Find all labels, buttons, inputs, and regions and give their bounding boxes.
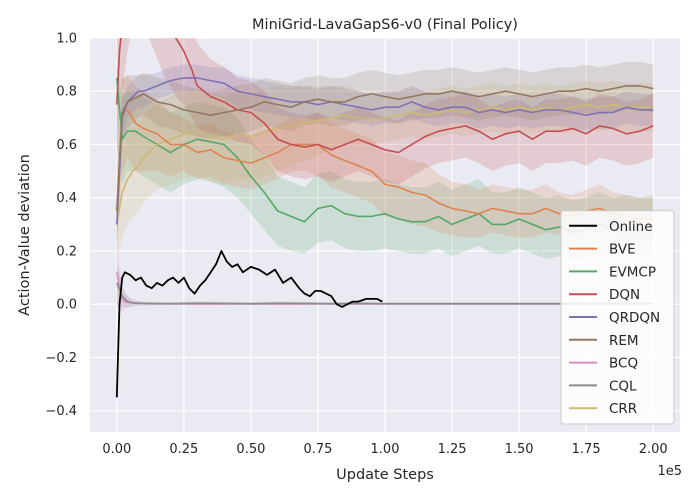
legend-item-bve: BVE <box>569 242 636 258</box>
y-tick-label: 0.0 <box>56 298 77 313</box>
chart-title: MiniGrid-LavaGapS6-v0 (Final Policy) <box>252 17 518 33</box>
y-tick-label: 1.0 <box>56 32 77 47</box>
x-tick-label: 2.00 <box>639 442 668 457</box>
y-tick-label: 0.2 <box>56 244 77 259</box>
dqn-band <box>116 38 654 185</box>
legend-label: BVE <box>609 242 636 258</box>
y-tick-label: 0.8 <box>56 85 77 100</box>
qrdqn-line <box>116 77 654 225</box>
legend-item-crr: CRR <box>569 401 637 417</box>
legend-item-rem: REM <box>569 333 639 349</box>
y-tick-label: −0.2 <box>45 351 77 366</box>
cql-line <box>116 282 654 305</box>
dqn-line <box>116 38 654 154</box>
series-lines <box>115 38 654 398</box>
legend-label: CRR <box>609 401 637 417</box>
y-axis-label: Action-Value deviation <box>17 154 33 316</box>
legend-label: Online <box>609 219 653 235</box>
y-tick-label: 0.4 <box>56 191 77 206</box>
legend-label: BCQ <box>609 356 638 372</box>
y-tick-label: 0.6 <box>56 138 77 153</box>
x-tick-label: 0.75 <box>303 442 332 457</box>
x-tick-label: 0.00 <box>102 442 131 457</box>
qrdqn-band <box>116 64 654 251</box>
confidence-bands <box>116 38 654 313</box>
legend-item-dqn: DQN <box>569 287 640 303</box>
legend-frame <box>560 210 675 425</box>
legend: Online BVE EVMCP DQN QRDQN REM BCQ CQL CRR <box>560 210 675 425</box>
legend-item-qrdqn: QRDQN <box>569 310 660 326</box>
legend-label: QRDQN <box>609 310 660 326</box>
bve-line <box>116 109 654 220</box>
y-tick-label: −0.4 <box>45 404 77 419</box>
x-tick-label: 1.50 <box>505 442 534 457</box>
x-tick-label: 1.00 <box>371 442 400 457</box>
online-line <box>115 250 383 398</box>
x-tick-label: 0.25 <box>169 442 198 457</box>
legend-label: REM <box>609 333 639 349</box>
x-tick-label: 0.50 <box>236 442 265 457</box>
rem-band <box>116 62 654 238</box>
legend-item-evmcp: EVMCP <box>569 264 656 280</box>
legend-item-cql: CQL <box>569 378 637 394</box>
x-axis-label: Update Steps <box>336 467 434 483</box>
x-tick-label: 1.25 <box>438 442 467 457</box>
legend-label: EVMCP <box>609 264 656 280</box>
x-axis-offset-label: 1e5 <box>657 464 682 479</box>
crr-band <box>116 80 654 265</box>
legend-label: CQL <box>609 378 637 394</box>
legend-item-online: Online <box>569 219 653 235</box>
x-tick-labels: 0.00 0.25 0.50 0.75 1.00 1.25 1.50 1.75 2.00 <box>102 442 667 457</box>
bve-band <box>116 75 654 251</box>
x-tick-label: 1.75 <box>572 442 601 457</box>
rem-line <box>116 85 654 212</box>
evmcp-band <box>116 64 654 262</box>
legend-item-bcq: BCQ <box>569 356 638 372</box>
y-tick-labels: −0.4 −0.2 0.0 0.2 0.4 0.6 0.8 1.0 <box>45 32 77 420</box>
legend-label: DQN <box>609 287 640 303</box>
